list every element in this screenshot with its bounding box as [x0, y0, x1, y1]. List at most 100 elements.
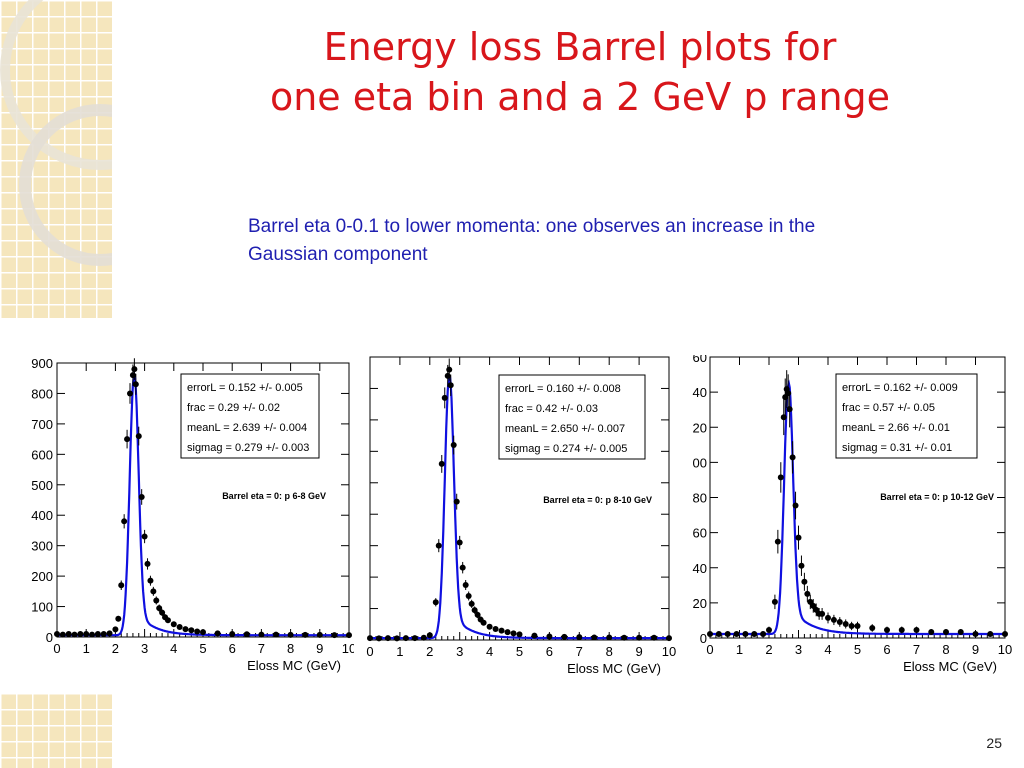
data-point: [121, 518, 128, 525]
y-tick-label: 80: [693, 491, 707, 506]
data-point: [830, 616, 837, 623]
data-point: [987, 630, 994, 637]
x-tick-label: 6: [229, 641, 236, 656]
data-point: [83, 630, 90, 637]
x-tick-label: 1: [396, 644, 403, 659]
y-tick-label: 200: [31, 569, 53, 584]
plot-annotation: Barrel eta = 0: p 10-12 GeV: [880, 492, 994, 502]
data-point: [71, 631, 78, 638]
slide-subtitle: Barrel eta 0-0.1 to lower momenta: one o…: [248, 216, 816, 265]
energy-loss-plot-p8-10: 0 1 2 3 4 5 6 7 8 9 10 Eloss MC (GeV) errorL = 0.160…: [366, 355, 676, 687]
data-point: [367, 635, 373, 642]
data-point: [375, 635, 382, 642]
data-point: [591, 634, 598, 641]
y-tick-label: 60: [693, 526, 707, 541]
data-point: [159, 609, 166, 616]
data-point: [144, 560, 151, 567]
data-point: [100, 630, 107, 637]
data-point: [435, 542, 442, 549]
data-point: [214, 630, 221, 637]
data-point: [456, 539, 463, 546]
data-point: [54, 630, 60, 637]
x-tick-label: 7: [913, 642, 920, 657]
data-point: [65, 630, 72, 637]
x-tick-label: 5: [854, 642, 861, 657]
fit-stat-line: sigmag = 0.279 +/- 0.003: [187, 442, 309, 454]
data-point: [943, 628, 949, 635]
x-tick-label: 5: [199, 641, 206, 656]
data-point: [621, 634, 628, 641]
x-axis-label: Eloss MC (GeV): [567, 661, 661, 676]
y-tick-label: 600: [31, 447, 53, 462]
x-tick-label: 9: [316, 641, 323, 656]
data-point: [446, 366, 453, 373]
data-point: [258, 631, 265, 638]
data-point: [836, 618, 843, 625]
y-tick-label: 0: [700, 631, 707, 646]
data-point: [164, 617, 171, 624]
data-point: [188, 627, 195, 634]
decorative-sidebar-top: [0, 0, 112, 318]
data-point: [531, 632, 538, 639]
data-point: [447, 382, 454, 389]
data-point: [789, 454, 796, 461]
y-tick-label: 20: [693, 596, 707, 611]
y-tick-label: 900: [31, 356, 53, 371]
data-point: [486, 623, 493, 630]
data-point: [869, 624, 876, 631]
x-axis-label: Eloss MC (GeV): [247, 658, 341, 673]
x-tick-label: 4: [824, 642, 831, 657]
x-tick-label: 9: [635, 644, 642, 659]
data-point: [804, 590, 811, 597]
x-tick-label: 6: [546, 644, 553, 659]
x-tick-label: 10: [342, 641, 354, 656]
page-number: 25: [986, 735, 1002, 751]
data-point: [150, 588, 157, 595]
x-tick-label: 4: [486, 644, 493, 659]
data-point: [287, 631, 294, 638]
data-point: [774, 538, 781, 545]
data-point: [129, 372, 136, 379]
data-point: [546, 633, 553, 640]
data-point: [798, 562, 805, 569]
y-tick-label: 800: [31, 386, 53, 401]
y-tick-label: 0: [46, 630, 53, 645]
data-point: [785, 390, 792, 397]
x-tick-label: 3: [456, 644, 463, 659]
data-point: [127, 390, 133, 397]
data-point: [492, 625, 499, 632]
x-tick-label: 2: [426, 644, 433, 659]
data-point: [972, 630, 979, 637]
data-point: [229, 630, 236, 637]
fit-stat-line: frac = 0.29 +/- 0.02: [187, 402, 280, 414]
data-point: [819, 610, 826, 617]
x-tick-label: 0: [366, 644, 373, 659]
data-point: [561, 633, 568, 640]
data-point: [742, 630, 749, 637]
data-point: [182, 626, 189, 633]
data-point: [854, 622, 861, 629]
x-tick-label: 3: [795, 642, 802, 657]
data-point: [77, 630, 84, 637]
data-point: [59, 631, 66, 638]
y-tick-label: 00: [693, 455, 707, 470]
fit-stats-frame: [835, 373, 978, 459]
data-point: [715, 630, 722, 637]
data-point: [913, 626, 920, 633]
data-point: [786, 406, 793, 413]
data-point: [131, 366, 138, 373]
plot-annotation: Barrel eta = 0: p 8-10 GeV: [543, 495, 652, 505]
data-point: [200, 629, 206, 636]
data-point: [316, 631, 323, 638]
y-tick-label: 100: [31, 600, 53, 615]
decorative-sidebar-bottom: [0, 693, 112, 768]
data-point: [124, 436, 131, 443]
data-point: [141, 533, 148, 540]
data-point: [94, 630, 101, 637]
data-point: [606, 634, 613, 641]
data-point: [432, 599, 439, 606]
data-point: [147, 577, 154, 584]
x-tick-label: 10: [662, 644, 676, 659]
fit-stat-line: sigmag = 0.31 +/- 0.01: [842, 442, 952, 454]
